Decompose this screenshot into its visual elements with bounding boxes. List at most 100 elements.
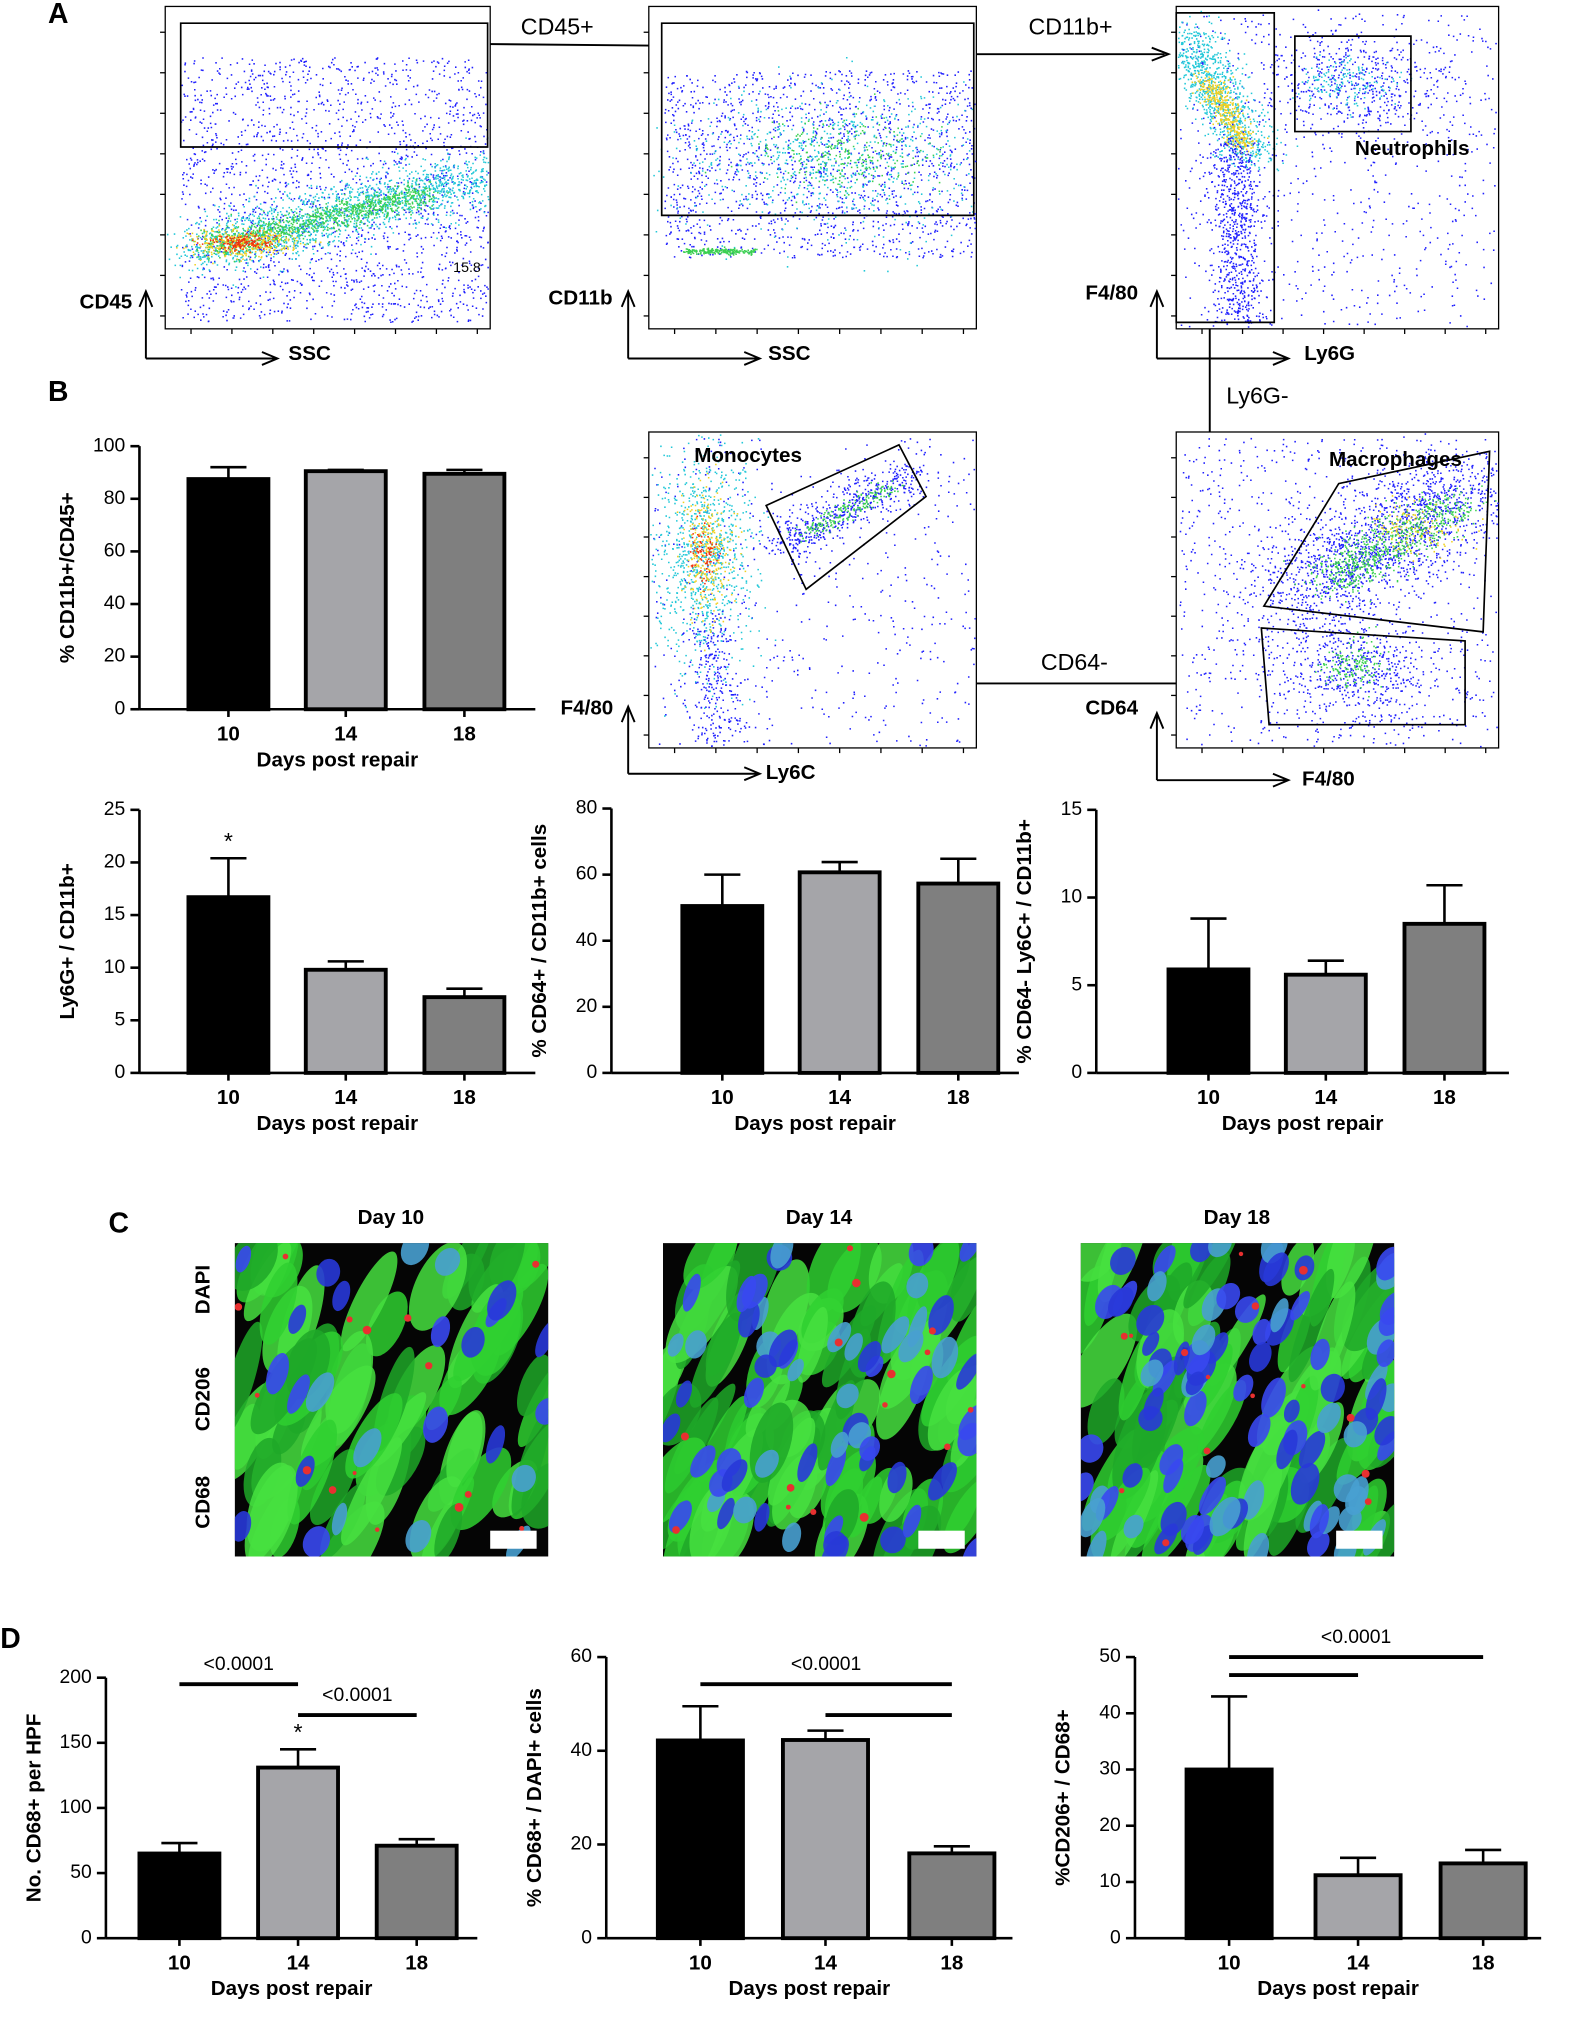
- cell-cd68: [434, 1504, 463, 1557]
- cd206-dot: [786, 1483, 795, 1492]
- nucleus-dapi: [928, 1295, 954, 1336]
- nucleus-dapi: [857, 1341, 882, 1373]
- cd206-dot: [519, 1526, 525, 1532]
- nucleus-dapi: [1374, 1416, 1395, 1446]
- event-dots: [676, 451, 747, 652]
- x-tick-label: 14: [1314, 1086, 1337, 1109]
- nucleus-dapi: [754, 1354, 777, 1378]
- x-tick-label: 14: [287, 1951, 310, 1974]
- nucleus-dapi: [1216, 1282, 1241, 1310]
- y-axis-label: No. CD68+ per HPF: [22, 1714, 45, 1903]
- cell-cd68: [797, 1307, 828, 1383]
- y-tick-label: 80: [576, 797, 598, 819]
- bar: [916, 881, 1001, 1075]
- x-tick-label: 18: [1433, 1086, 1456, 1109]
- cd206-dot: [882, 1402, 888, 1408]
- cell-cd68: [234, 1321, 263, 1436]
- nucleus-dapi: [1184, 1390, 1207, 1427]
- y-tick-label: 60: [571, 1645, 593, 1667]
- nucleus-dapi: [1206, 1455, 1226, 1478]
- cell-cd68: [689, 1312, 742, 1408]
- y-tick-label: 40: [576, 929, 598, 951]
- event-dots: [176, 221, 322, 266]
- event-dots: [1292, 54, 1413, 118]
- cd206-dot: [1361, 1469, 1370, 1478]
- event-dots: [682, 246, 758, 257]
- scale-bar: [1336, 1530, 1383, 1549]
- y-axis-label: %CD206+ / CD68+: [1051, 1709, 1074, 1886]
- nucleus-dapi: [931, 1336, 959, 1379]
- significance-label: <0.0001: [322, 1684, 392, 1706]
- gate-label: Neutrophils: [1355, 137, 1470, 160]
- micrograph: Day 10: [234, 1206, 549, 1557]
- nucleus-dapi: [422, 1406, 449, 1443]
- cell-cd68: [517, 1243, 549, 1289]
- nucleus-dapi: [1110, 1246, 1136, 1275]
- nucleus-dapi: [909, 1365, 933, 1405]
- y-tick-label: 20: [576, 995, 598, 1017]
- x-tick-label: 14: [334, 1086, 357, 1109]
- cell-cd68: [947, 1291, 977, 1386]
- cd206-dot: [1346, 1413, 1355, 1422]
- nucleus-dapi: [682, 1273, 701, 1312]
- nucleus-dapi: [1307, 1530, 1330, 1557]
- cd206-dot: [1128, 1333, 1134, 1338]
- nucleus-dapi: [434, 1248, 461, 1276]
- gate-label: Ly6G-: [1226, 382, 1288, 408]
- nucleus-dapi: [770, 1243, 794, 1269]
- significance-label: <0.0001: [1321, 1626, 1391, 1648]
- x-tick-label: 14: [1347, 1951, 1370, 1974]
- nucleus-dapi: [959, 1243, 977, 1262]
- cd206-dot: [928, 1327, 936, 1335]
- nucleus-dapi: [1123, 1514, 1144, 1539]
- nucleus-dapi: [485, 1425, 506, 1464]
- panel-label: A: [48, 0, 68, 30]
- axis-arrows: [1149, 288, 1291, 366]
- cd206-dot: [859, 1512, 869, 1522]
- x-tick-label: 18: [453, 1086, 476, 1109]
- axis-arrows: [138, 288, 280, 366]
- annotation: *: [294, 1719, 303, 1745]
- cd206-dot: [1205, 1374, 1211, 1380]
- cell-cd68: [340, 1251, 398, 1352]
- nucleus-dapi: [1234, 1296, 1260, 1323]
- image-content: [662, 1243, 977, 1557]
- nucleus-dapi: [235, 1245, 252, 1273]
- bar: [1283, 972, 1368, 1075]
- y-tick-label: 30: [1099, 1758, 1121, 1780]
- nucleus-dapi: [1185, 1371, 1205, 1396]
- axis-arrows: [620, 704, 763, 782]
- bar-chart: 0 50 100 150 200 10 14 18 Days post repair No. CD…: [22, 1653, 478, 2000]
- nucleus-dapi: [717, 1497, 735, 1530]
- axis-label: SSC: [768, 342, 811, 365]
- nucleus-dapi: [1338, 1506, 1362, 1532]
- nucleus-dapi: [1378, 1307, 1395, 1336]
- y-axis-label: % CD64+ / CD11b+ cells: [528, 824, 551, 1058]
- nucleus-dapi: [956, 1353, 977, 1390]
- bar-chart: 0 10 20 30 40 50 10 14 18 Days post repair %CD206+…: [1051, 1626, 1542, 2000]
- nucleus-dapi: [400, 1243, 430, 1266]
- plot-frame: [164, 5, 491, 330]
- event-dots: [1191, 70, 1269, 158]
- cell-cd68: [259, 1262, 298, 1345]
- flow-plot: CD45 SSC: [80, 5, 491, 366]
- cd206-dot: [846, 1245, 854, 1252]
- nucleus-dapi: [1153, 1245, 1176, 1276]
- axis-label: F4/80: [561, 697, 614, 720]
- nucleus-dapi: [961, 1536, 977, 1557]
- bar: [1166, 967, 1251, 1075]
- event-dots: [689, 512, 722, 593]
- x-axis-label: Days post repair: [1257, 1977, 1419, 2000]
- nucleus-dapi: [1209, 1496, 1241, 1537]
- nucleus-dapi: [881, 1316, 910, 1354]
- cell-cd68: [1336, 1387, 1395, 1485]
- y-tick-label: 15: [104, 903, 126, 925]
- image-title: Day 10: [358, 1206, 425, 1229]
- cd206-dot: [852, 1278, 861, 1288]
- bar: [137, 1851, 222, 1941]
- event-dots: [1373, 495, 1484, 562]
- arrow-head: [1151, 46, 1172, 62]
- nucleus-dapi: [461, 1326, 485, 1358]
- annotation: *: [224, 828, 233, 854]
- bar: [907, 1851, 997, 1941]
